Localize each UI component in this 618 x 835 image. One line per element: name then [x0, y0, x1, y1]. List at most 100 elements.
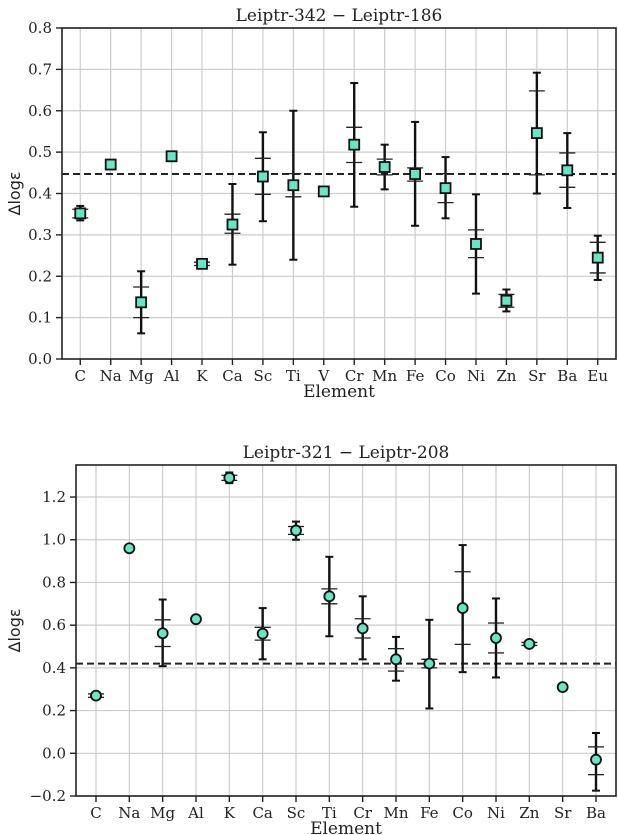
data-marker	[317, 185, 330, 198]
y-tick-label: 0.8	[42, 573, 66, 591]
data-point-K	[194, 257, 211, 270]
x-tick-label: Sc	[287, 804, 306, 822]
data-point-Mn	[376, 143, 393, 191]
x-tick-label: Ni	[487, 804, 505, 822]
data-marker	[104, 158, 117, 171]
x-axis-label: Element	[303, 382, 375, 402]
x-tick-label: Sr	[528, 367, 546, 385]
x-tick-label: Cr	[353, 804, 372, 822]
data-point-Mg	[133, 270, 150, 335]
data-marker	[223, 471, 236, 484]
data-point-Sc	[288, 520, 304, 541]
x-tick-label: V	[317, 367, 330, 385]
y-tick-label: 1.0	[42, 531, 66, 549]
data-point-Ti	[321, 555, 338, 638]
panel-top: 0.0 0.1 0.2 0.3 0.4 0.5 0.6 0.7 0.8 C Na Mg Al K Ca Sc T…	[5, 6, 617, 402]
data-marker	[257, 170, 269, 183]
data-marker	[423, 657, 436, 670]
y-tick-label: 0.1	[28, 309, 52, 327]
x-tick-label: Zn	[496, 367, 516, 385]
data-marker	[190, 613, 202, 626]
x-tick-label: C	[90, 804, 101, 822]
data-marker	[378, 161, 391, 173]
data-point-Co	[454, 544, 471, 674]
x-tick-label: Ba	[586, 804, 606, 822]
data-marker	[323, 590, 336, 603]
data-point-Mn	[388, 635, 404, 682]
x-tick-label: Ca	[222, 367, 242, 385]
data-marker	[470, 238, 482, 250]
data-marker	[196, 257, 208, 270]
x-tick-label: Ti	[286, 367, 301, 385]
data-point-Sr	[556, 681, 569, 693]
y-tick-label: 1.2	[42, 488, 66, 506]
x-tick-label: Ba	[557, 367, 577, 385]
data-point-Co	[437, 156, 454, 220]
x-tick-label: Ti	[322, 804, 337, 822]
data-marker	[356, 622, 369, 635]
data-point-Eu	[589, 234, 606, 281]
x-tick-label: Na	[118, 804, 140, 822]
y-tick-label: 0.4	[28, 185, 52, 203]
data-point-Zn	[498, 288, 515, 313]
data-point-Mg	[154, 598, 171, 668]
y-tick-label: 0.3	[28, 226, 52, 244]
x-tick-label: Fe	[406, 367, 425, 385]
data-marker	[156, 627, 169, 640]
x-tick-label: Sr	[554, 804, 572, 822]
data-marker	[290, 524, 302, 537]
x-tick-label: Al	[187, 804, 204, 822]
data-point-Ca	[224, 182, 241, 266]
x-tick-label: Al	[163, 367, 180, 385]
data-marker	[556, 681, 569, 693]
panel-bottom: −0.2 0.0 0.2 0.4 0.6 0.8 1.0 1.2 C Na Mg Al K Ca Sc Ti C…	[5, 443, 617, 835]
data-marker	[530, 127, 543, 139]
data-point-Zn	[521, 638, 538, 650]
x-tick-label: Co	[452, 804, 473, 822]
data-point-Cr	[346, 82, 363, 208]
y-tick-label: 0.5	[28, 143, 52, 161]
data-marker	[256, 627, 269, 640]
data-marker	[590, 753, 602, 766]
data-marker	[439, 182, 452, 195]
y-tick-label: 0.8	[28, 19, 52, 37]
data-marker	[226, 218, 239, 231]
y-tick-label: 0.7	[28, 60, 52, 78]
y-tick-label: 0.6	[42, 616, 66, 634]
data-marker	[135, 296, 148, 309]
x-tick-label: Eu	[587, 367, 608, 385]
x-tick-label: K	[196, 367, 208, 385]
data-marker	[390, 653, 402, 666]
data-marker	[165, 150, 178, 163]
y-axis-label: Δlogε	[5, 172, 24, 216]
data-point-Na	[104, 158, 117, 171]
data-point-Cr	[354, 595, 371, 661]
y-tick-label: −0.2	[30, 787, 66, 805]
axes-frame	[75, 464, 617, 797]
data-marker	[523, 638, 536, 650]
data-marker	[591, 251, 604, 264]
data-point-Sr	[528, 71, 545, 195]
data-marker	[490, 632, 502, 644]
data-point-Na	[123, 542, 136, 555]
data-marker	[409, 168, 421, 180]
x-tick-label: Ni	[467, 367, 485, 385]
data-point-V	[317, 185, 330, 198]
data-point-Sc	[254, 131, 271, 223]
x-tick-label: Zn	[519, 804, 539, 822]
data-point-Fe	[407, 120, 424, 227]
x-tick-label: Fe	[420, 804, 439, 822]
x-tick-label: Na	[100, 367, 122, 385]
data-point-Ni	[467, 193, 484, 295]
data-marker	[90, 689, 102, 702]
x-tick-label: C	[75, 367, 86, 385]
x-tick-label: K	[224, 804, 236, 822]
data-marker	[348, 138, 361, 151]
y-tick-label: 0.0	[42, 744, 66, 762]
y-tick-label: 0.0	[28, 350, 52, 368]
y-tick-label: 0.4	[42, 659, 66, 677]
x-tick-label: Mn	[383, 804, 408, 822]
chart-title: Leiptr-321 − Leiptr-208	[243, 443, 450, 463]
data-marker	[74, 207, 87, 220]
